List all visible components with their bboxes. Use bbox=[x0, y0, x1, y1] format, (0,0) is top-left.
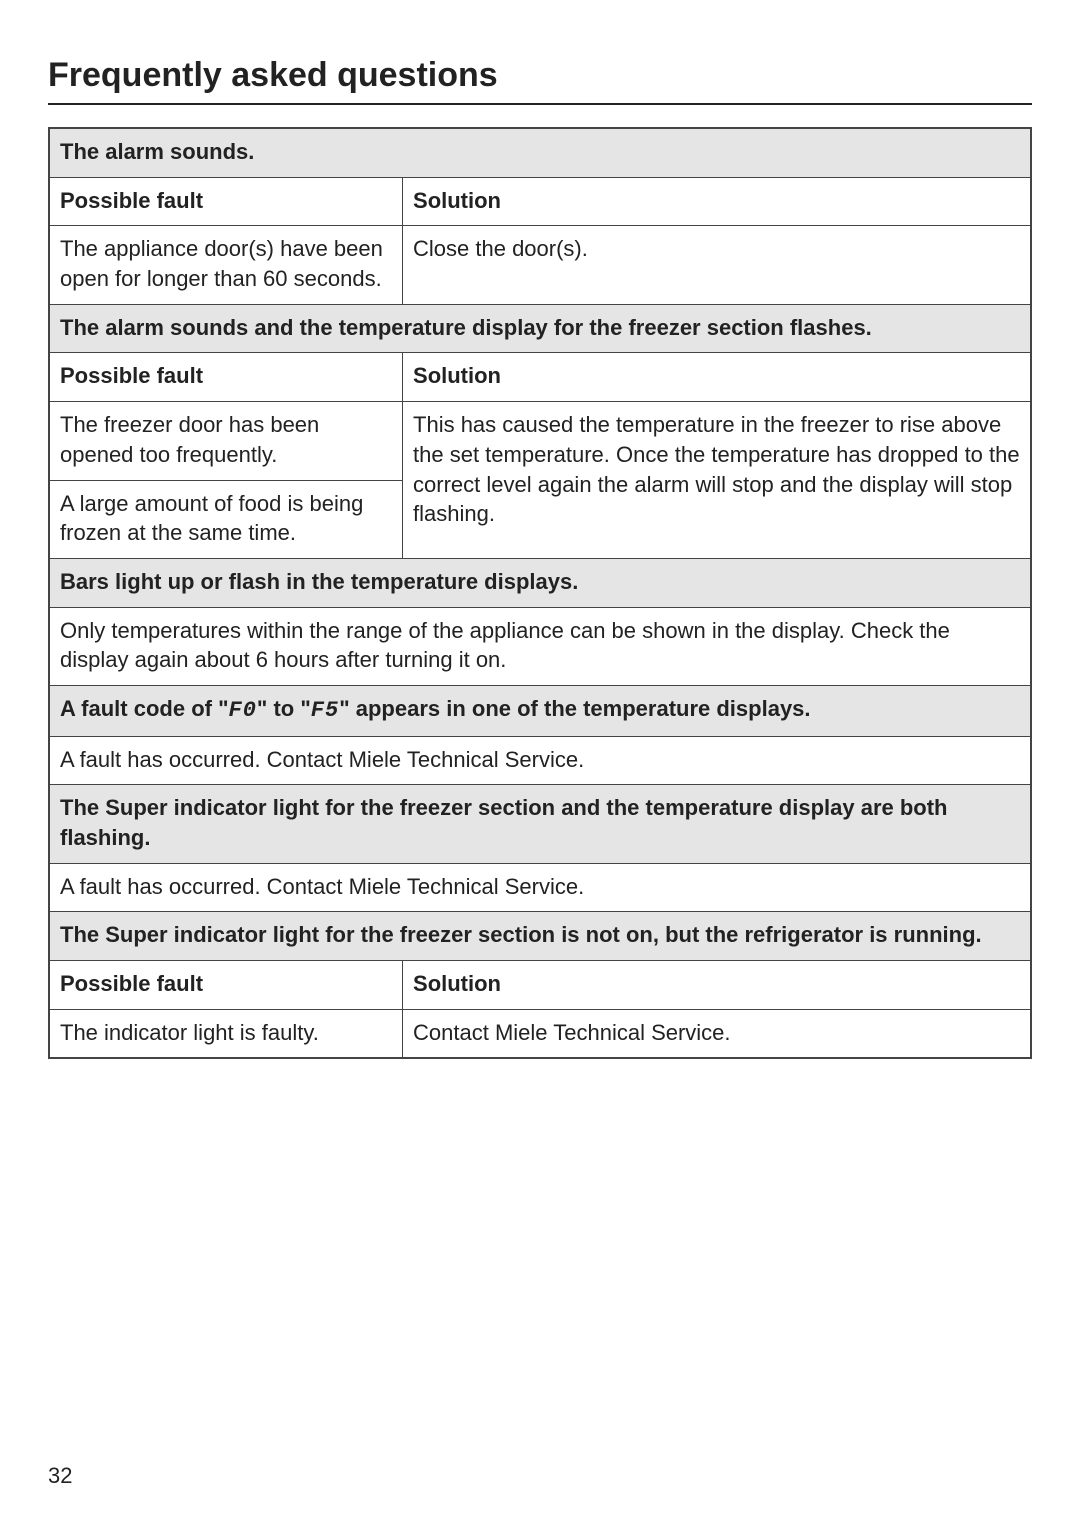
fault-code: F5 bbox=[311, 698, 339, 723]
table-row: A fault has occurred. Contact Miele Tech… bbox=[49, 863, 1031, 912]
title-rule bbox=[48, 103, 1032, 105]
header-text: " appears in one of the temperature disp… bbox=[339, 696, 810, 721]
section-header: Bars light up or flash in the temperatur… bbox=[49, 558, 1031, 607]
col-fault-header: Possible fault bbox=[49, 177, 403, 226]
faq-table: The alarm sounds. Possible fault Solutio… bbox=[48, 127, 1032, 1059]
fault-cell: A large amount of food is being frozen a… bbox=[49, 480, 403, 558]
table-row: The appliance door(s) have been open for… bbox=[49, 226, 1031, 304]
info-cell: A fault has occurred. Contact Miele Tech… bbox=[49, 736, 1031, 785]
header-text: A fault code of " bbox=[60, 696, 229, 721]
section-header: A fault code of "F0" to "F5" appears in … bbox=[49, 685, 1031, 736]
col-fault-header: Possible fault bbox=[49, 961, 403, 1010]
solution-cell: Contact Miele Technical Service. bbox=[403, 1009, 1031, 1058]
col-solution-header: Solution bbox=[403, 961, 1031, 1010]
fault-cell: The appliance door(s) have been open for… bbox=[49, 226, 403, 304]
section-header: The Super indicator light for the freeze… bbox=[49, 912, 1031, 961]
header-text: " to " bbox=[257, 696, 311, 721]
solution-cell: This has caused the temperature in the f… bbox=[403, 402, 1031, 559]
col-solution-header: Solution bbox=[403, 353, 1031, 402]
info-cell: A fault has occurred. Contact Miele Tech… bbox=[49, 863, 1031, 912]
solution-cell: Close the door(s). bbox=[403, 226, 1031, 304]
page-title: Frequently asked questions bbox=[48, 56, 1032, 95]
section-header: The alarm sounds. bbox=[49, 128, 1031, 177]
section-header: The Super indicator light for the freeze… bbox=[49, 785, 1031, 863]
table-row: The indicator light is faulty. Contact M… bbox=[49, 1009, 1031, 1058]
fault-cell: The freezer door has been opened too fre… bbox=[49, 402, 403, 480]
page-number: 32 bbox=[48, 1463, 72, 1489]
section-header: The alarm sounds and the temperature dis… bbox=[49, 304, 1031, 353]
col-solution-header: Solution bbox=[403, 177, 1031, 226]
info-cell: Only temperatures within the range of th… bbox=[49, 607, 1031, 685]
col-fault-header: Possible fault bbox=[49, 353, 403, 402]
table-row: The freezer door has been opened too fre… bbox=[49, 402, 1031, 480]
table-row: A fault has occurred. Contact Miele Tech… bbox=[49, 736, 1031, 785]
fault-code: F0 bbox=[229, 698, 257, 723]
table-row: Only temperatures within the range of th… bbox=[49, 607, 1031, 685]
fault-cell: The indicator light is faulty. bbox=[49, 1009, 403, 1058]
